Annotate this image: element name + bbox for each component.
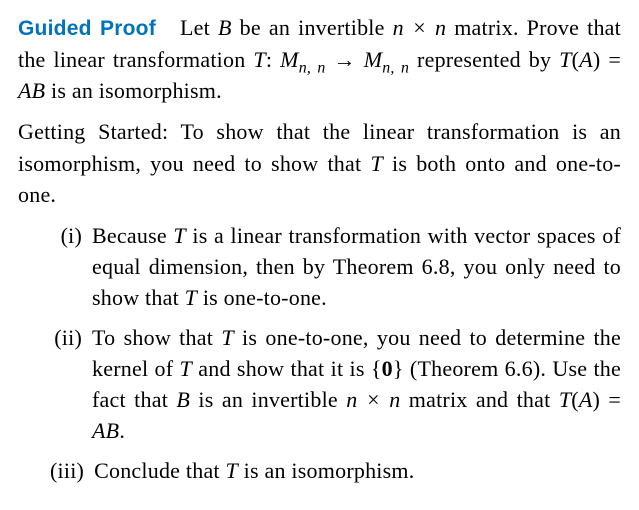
nxn: n × n: [393, 15, 447, 40]
text: Let: [180, 15, 218, 40]
guided-proof-heading: Guided Proof: [18, 17, 156, 40]
var-T: T: [253, 47, 265, 72]
list-item: (i) Because T is a linear transformation…: [50, 220, 621, 314]
subscript: n, n: [299, 59, 326, 76]
text: Because: [92, 223, 173, 248]
text: be an invertible: [232, 15, 393, 40]
var-T: T: [173, 223, 185, 248]
text: matrix and that: [400, 387, 558, 412]
colon: :: [266, 47, 280, 72]
var-B: B: [218, 15, 232, 40]
var-M: M: [280, 47, 299, 72]
arrow: →: [326, 47, 364, 72]
item-body: Because T is a linear transformation wit…: [92, 220, 621, 314]
text: is an invertible: [190, 387, 346, 412]
var-AB: AB: [18, 78, 45, 103]
proof-steps-list: (i) Because T is a linear transformation…: [18, 220, 621, 486]
item-marker: (ii): [50, 322, 92, 447]
item-marker: (iii): [50, 455, 94, 486]
getting-started-paragraph: Getting Started: To show that the linear…: [18, 116, 621, 210]
text: and show that it is {: [192, 356, 382, 381]
list-item: (iii) Conclude that T is an isomorphism.: [50, 455, 621, 486]
text: is one-to-one.: [197, 285, 327, 310]
paren: (: [571, 387, 579, 412]
var-T: T: [559, 47, 571, 72]
var-M: M: [364, 47, 383, 72]
text: represented by: [409, 47, 559, 72]
item-body: Conclude that T is an isomorphism.: [94, 455, 621, 486]
var-A: A: [579, 387, 593, 412]
text: Conclude that: [94, 458, 225, 483]
var-T: T: [180, 356, 192, 381]
nxn: n × n: [346, 387, 400, 412]
var-T: T: [225, 458, 237, 483]
var-T: T: [221, 325, 233, 350]
var-A: A: [579, 47, 593, 72]
eq: ) =: [593, 387, 622, 412]
text: .: [119, 418, 125, 443]
item-marker: (i): [50, 220, 92, 314]
eq: ) =: [593, 47, 621, 72]
text: is an isomorphism.: [238, 458, 415, 483]
var-T: T: [559, 387, 571, 412]
getting-started-label: Getting Started:: [18, 119, 168, 144]
var-B: B: [176, 387, 190, 412]
item-body: To show that T is one-to-one, you need t…: [92, 322, 621, 447]
var-T: T: [185, 285, 197, 310]
text: To show that: [92, 325, 221, 350]
intro-paragraph: Guided Proof Let B be an invertible n × …: [18, 12, 621, 106]
text: is an isomorphism.: [45, 78, 222, 103]
zero-vector: 0: [382, 356, 393, 381]
var-AB: AB: [92, 418, 119, 443]
subscript: n, n: [382, 59, 409, 76]
list-item: (ii) To show that T is one-to-one, you n…: [50, 322, 621, 447]
var-T: T: [370, 151, 382, 176]
